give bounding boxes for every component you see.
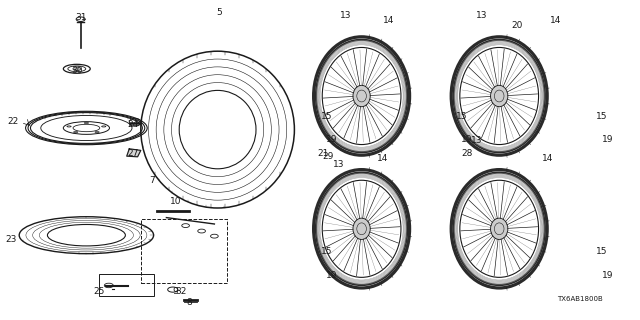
Text: 31: 31 [75, 13, 86, 22]
Text: 27: 27 [127, 149, 139, 158]
Text: TX6AB1800B: TX6AB1800B [557, 296, 602, 302]
Text: 19: 19 [326, 135, 337, 144]
Text: 22: 22 [7, 117, 19, 126]
Text: 32: 32 [175, 287, 187, 296]
Text: 19: 19 [602, 271, 614, 280]
Text: 13: 13 [340, 12, 351, 20]
Ellipse shape [353, 218, 370, 239]
Text: 14: 14 [383, 16, 394, 25]
Text: 25: 25 [93, 287, 105, 296]
Text: 24: 24 [127, 120, 139, 129]
Text: 29: 29 [323, 152, 334, 161]
Text: 15: 15 [456, 112, 468, 121]
Text: 21: 21 [317, 149, 328, 158]
Text: 13: 13 [476, 12, 488, 20]
Bar [99, 274, 154, 296]
Text: 20: 20 [511, 21, 523, 30]
Text: 15: 15 [596, 112, 607, 121]
Text: 23: 23 [6, 236, 17, 244]
Bar [141, 219, 227, 283]
Text: 5: 5 [216, 8, 221, 17]
Ellipse shape [491, 85, 508, 107]
Text: 15: 15 [596, 247, 607, 256]
Text: 19: 19 [326, 271, 338, 280]
Text: 15: 15 [321, 247, 332, 256]
Text: 7: 7 [150, 176, 155, 185]
Ellipse shape [491, 218, 508, 239]
Ellipse shape [353, 85, 370, 107]
Polygon shape [127, 149, 141, 157]
Text: 19: 19 [602, 135, 614, 144]
Text: 10: 10 [170, 197, 182, 206]
Text: 9: 9 [173, 287, 178, 296]
Text: 30: 30 [71, 66, 83, 75]
Text: 14: 14 [377, 154, 388, 163]
Text: 19: 19 [461, 135, 472, 144]
Text: 13: 13 [333, 160, 345, 169]
Text: 8: 8 [186, 298, 191, 307]
Text: 15: 15 [321, 112, 332, 121]
Text: 14: 14 [542, 154, 554, 163]
Circle shape [73, 67, 81, 71]
Text: 14: 14 [550, 16, 561, 25]
Text: 13: 13 [471, 136, 483, 145]
Text: 28: 28 [461, 149, 473, 158]
